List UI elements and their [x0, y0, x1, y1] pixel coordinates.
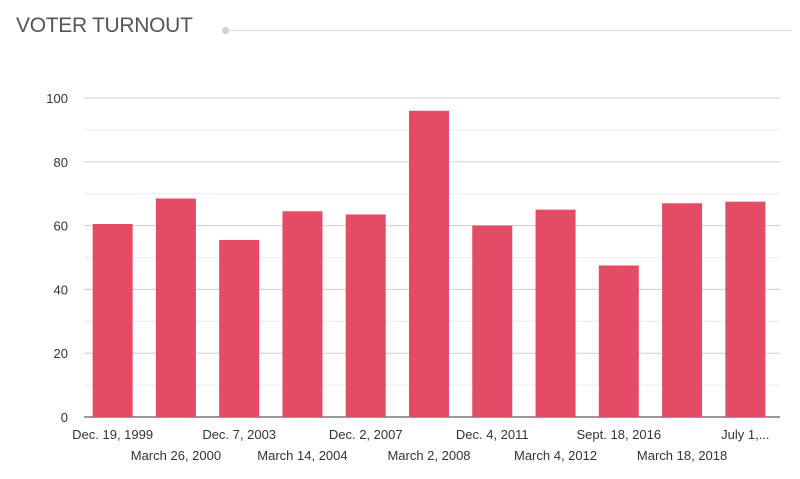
- bar[interactable]: [535, 209, 576, 417]
- bar[interactable]: [725, 201, 766, 417]
- y-tick-label: 100: [46, 91, 68, 106]
- bar[interactable]: [282, 211, 323, 417]
- x-tick-label: Dec. 7, 2003: [202, 427, 276, 442]
- y-tick-label: 60: [54, 219, 68, 234]
- title-divider: [222, 30, 792, 31]
- chart-title: VOTER TURNOUT: [16, 14, 193, 37]
- bar[interactable]: [219, 239, 260, 417]
- bar[interactable]: [155, 198, 196, 417]
- y-tick-label: 0: [61, 410, 68, 425]
- bar[interactable]: [92, 224, 133, 417]
- bar[interactable]: [662, 203, 703, 417]
- y-tick-label: 40: [54, 282, 68, 297]
- x-tick-label: Sept. 18, 2016: [577, 427, 662, 442]
- x-tick-label: March 2, 2008: [387, 448, 470, 463]
- bar[interactable]: [472, 225, 513, 417]
- x-tick-label: July 1,...: [721, 427, 769, 442]
- x-tick-label: March 26, 2000: [131, 448, 221, 463]
- bar[interactable]: [345, 214, 386, 417]
- x-tick-label: March 4, 2012: [514, 448, 597, 463]
- x-tick-label: Dec. 2, 2007: [329, 427, 403, 442]
- y-tick-label: 20: [54, 346, 68, 361]
- x-tick-label: Dec. 4, 2011: [456, 427, 529, 442]
- x-tick-label: Dec. 19, 1999: [72, 427, 153, 442]
- bar[interactable]: [409, 110, 449, 417]
- x-tick-label: March 18, 2018: [637, 448, 727, 463]
- bar[interactable]: [598, 265, 639, 417]
- x-tick-label: March 14, 2004: [257, 448, 347, 463]
- y-tick-label: 80: [54, 155, 68, 170]
